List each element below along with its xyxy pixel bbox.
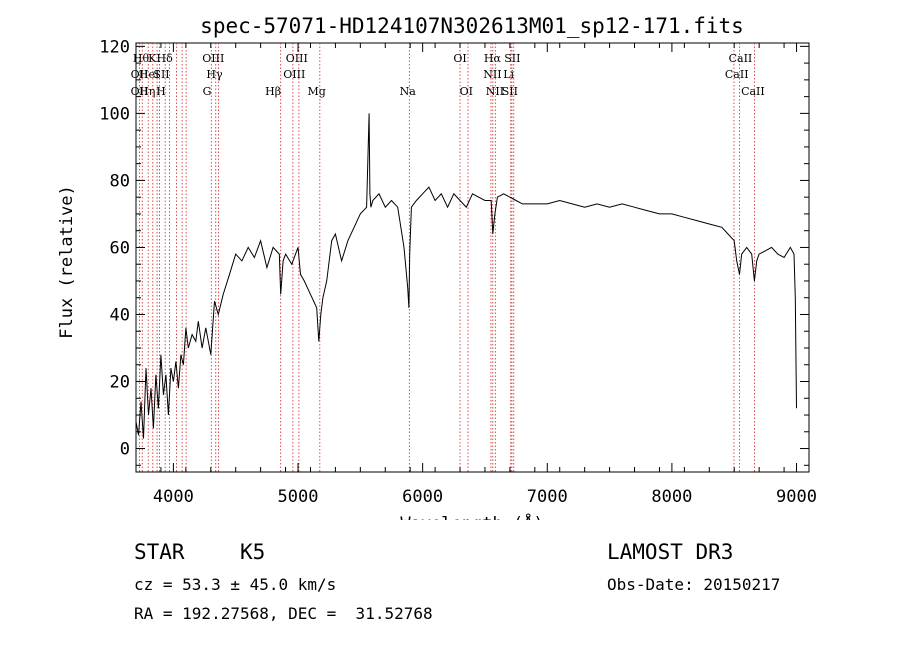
marker-label-NII: NII [486, 85, 504, 98]
chart-title: spec-57071-HD124107N302613M01_sp12-171.f… [200, 14, 744, 38]
y-tick-label-100: 100 [99, 104, 130, 124]
marker-label-Hδ: Hδ [157, 52, 174, 65]
y-tick-label-0: 0 [120, 440, 130, 460]
y-tick-label-40: 40 [110, 305, 130, 325]
marker-label-OI: OI [460, 85, 473, 98]
x-tick-label-4000: 4000 [153, 487, 194, 507]
y-tick-label-120: 120 [99, 37, 130, 57]
y-tick-label-60: 60 [110, 238, 130, 258]
marker-label-HeI: HeI [139, 68, 159, 81]
y-tick-label-20: 20 [110, 373, 130, 393]
marker-label-Na: Na [400, 85, 417, 98]
marker-label-CaII: CaII [741, 85, 765, 98]
marker-label-OI: OI [453, 52, 466, 65]
marker-label-CaII: CaII [729, 52, 753, 65]
marker-label-NII: NII [483, 68, 501, 81]
marker-label-Hα: Hα [484, 52, 502, 65]
marker-label-K: K [148, 52, 157, 65]
marker-label-CaII: CaII [725, 68, 749, 81]
marker-label-Hβ: Hβ [265, 85, 281, 98]
x-tick-label-9000: 9000 [776, 487, 817, 507]
marker-label-OIII: OIII [202, 52, 224, 65]
x-axis-label: Wavelength (Å) [400, 512, 543, 520]
marker-label-SII: SII [504, 52, 520, 65]
marker-label-SII: SII [153, 68, 169, 81]
survey-name: LAMOST DR3 [607, 540, 734, 564]
marker-label-Li: Li [503, 68, 514, 81]
y-tick-label-80: 80 [110, 171, 130, 191]
x-tick-label-7000: 7000 [527, 487, 568, 507]
redshift-text: cz = 53.3 ± 45.0 km/s [134, 575, 337, 594]
y-axis-label: Flux (relative) [57, 185, 77, 339]
x-axis: 4000 5000 6000 7000 8000 9000 [135, 43, 817, 507]
y-axis: 0 20 40 60 80 100 120 [99, 37, 809, 466]
marker-label-Hθ: Hθ [133, 52, 150, 65]
marker-label-Mg: Mg [308, 85, 326, 98]
coordinates: RA = 192.27568, DEC = 31.52768 [134, 604, 433, 623]
marker-label-OIII: OIII [283, 68, 305, 81]
marker-label-G: G [203, 85, 212, 98]
object-class: STAR [134, 540, 185, 564]
x-tick-label-5000: 5000 [278, 487, 319, 507]
obs-date: Obs-Date: 20150217 [607, 575, 781, 594]
marker-label-OIII: OIII [286, 52, 308, 65]
marker-label-OII: OII [131, 68, 149, 81]
spectrum-series-line [135, 113, 797, 439]
spectral-subclass: K5 [240, 540, 266, 564]
marker-label-Hγ: Hγ [206, 68, 223, 81]
plot-frame [135, 42, 810, 473]
spectrum-chart: spec-57071-HD124107N302613M01_sp12-171.f… [57, 14, 817, 520]
marker-label-H: H [156, 85, 166, 98]
marker-label-OII: OII [131, 85, 149, 98]
marker-label-SII: SII [502, 85, 518, 98]
marker-label-Hη: Hη [139, 85, 155, 98]
marker-lines [138, 43, 755, 472]
x-tick-label-8000: 8000 [651, 487, 692, 507]
x-tick-label-6000: 6000 [402, 487, 443, 507]
